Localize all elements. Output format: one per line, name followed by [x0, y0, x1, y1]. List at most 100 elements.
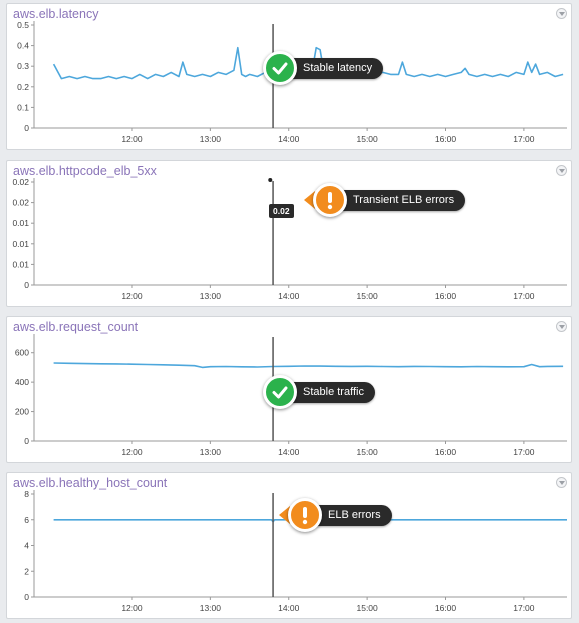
request-count-annotation[interactable]: Stable traffic [263, 375, 375, 409]
elb-5xx-panel: aws.elb.httpcode_elb_5xx 0 0.01 0.01 0.01 0.… [6, 160, 572, 307]
x-tick-label: 13:00 [200, 603, 222, 613]
y-tick-label: 0 [24, 592, 29, 602]
y-tick-label: 0 [24, 123, 29, 133]
x-tick-label: 15:00 [356, 134, 378, 144]
elb-5xx-chart: 0 0.01 0.01 0.01 0.02 0.02 12:00 13:00 14:00 15:0… [12, 177, 567, 301]
x-tick-label: 14:00 [278, 291, 300, 301]
panel-menu-icon[interactable] [556, 8, 567, 19]
x-tick: 13:00 [200, 597, 222, 613]
x-tick: 14:00 [278, 128, 300, 144]
x-tick: 16:00 [435, 597, 457, 613]
y-tick: 0.01 [12, 218, 34, 228]
annotation-label: Transient ELB errors [331, 189, 466, 211]
x-tick-label: 12:00 [121, 134, 143, 144]
x-tick-label: 12:00 [121, 291, 143, 301]
checkmark-icon [263, 375, 297, 409]
y-tick: 0 [24, 436, 34, 446]
x-tick-label: 17:00 [513, 134, 535, 144]
x-tick: 13:00 [200, 441, 222, 457]
y-tick: 0.2 [17, 82, 34, 92]
exclamation-icon [288, 498, 322, 532]
x-tick: 15:00 [356, 441, 378, 457]
x-tick: 12:00 [121, 597, 143, 613]
x-tick: 15:00 [356, 285, 378, 301]
x-tick: 15:00 [356, 128, 378, 144]
panel-title[interactable]: aws.elb.request_count [13, 320, 139, 334]
request-count-panel: aws.elb.request_count 0 200 400 600 12:00 13:… [6, 316, 572, 463]
y-tick-label: 2 [24, 566, 29, 576]
data-point[interactable] [268, 178, 273, 182]
panel-title[interactable]: aws.elb.healthy_host_count [13, 476, 168, 490]
x-tick-label: 15:00 [356, 603, 378, 613]
x-tick-label: 15:00 [356, 291, 378, 301]
panel-title[interactable]: aws.elb.latency [13, 7, 99, 21]
annotation-pointer [304, 191, 315, 209]
y-tick: 600 [15, 348, 34, 358]
exclamation-icon [313, 183, 347, 217]
y-tick: 0.01 [12, 259, 34, 269]
y-tick-label: 0 [24, 280, 29, 290]
annotation-label: Stable latency [281, 57, 384, 79]
panel-title[interactable]: aws.elb.httpcode_elb_5xx [13, 164, 157, 178]
annotation-label: Stable traffic [281, 381, 375, 403]
x-tick: 17:00 [513, 441, 535, 457]
panel-menu-icon[interactable] [556, 477, 567, 488]
y-tick: 0.4 [17, 41, 34, 51]
panel-menu-icon[interactable] [556, 165, 567, 176]
y-tick-label: 0.02 [12, 198, 29, 208]
x-tick: 14:00 [278, 441, 300, 457]
annotation-pointer [279, 506, 290, 524]
y-tick: 0.01 [12, 239, 34, 249]
x-tick: 17:00 [513, 128, 535, 144]
x-tick: 15:00 [356, 597, 378, 613]
healthy-host-chart: 0 2 4 6 8 12:00 13:00 14:00 15:00 16:00 17:00 [24, 489, 567, 613]
x-tick: 16:00 [435, 441, 457, 457]
x-tick-label: 14:00 [278, 447, 300, 457]
x-tick-label: 13:00 [200, 447, 222, 457]
y-tick: 0.3 [17, 61, 34, 71]
x-tick-label: 14:00 [278, 134, 300, 144]
y-tick-label: 4 [24, 541, 29, 551]
elb-5xx-annotation[interactable]: Transient ELB errors [304, 183, 466, 217]
x-tick-label: 12:00 [121, 603, 143, 613]
y-tick: 8 [24, 489, 34, 499]
healthy-host-panel: aws.elb.healthy_host_count 0 2 4 6 8 12:00 13:… [6, 472, 572, 619]
healthy-host-annotation[interactable]: ELB errors [279, 498, 392, 532]
y-tick-label: 0.2 [17, 82, 29, 92]
y-tick-label: 0.02 [12, 177, 29, 187]
x-tick-label: 16:00 [435, 447, 457, 457]
annotation-label: ELB errors [306, 504, 392, 526]
x-tick: 17:00 [513, 597, 535, 613]
y-tick: 0 [24, 592, 34, 602]
y-tick: 0 [24, 123, 34, 133]
x-tick-label: 17:00 [513, 447, 535, 457]
y-tick: 400 [15, 377, 34, 387]
checkmark-icon [263, 51, 297, 85]
x-tick: 12:00 [121, 285, 143, 301]
y-tick-label: 0.3 [17, 61, 29, 71]
latency-chart: 0 0.1 0.2 0.3 0.4 0.5 12:00 13:00 14:00 15:00 16:0… [17, 20, 567, 144]
x-tick-label: 16:00 [435, 291, 457, 301]
y-tick-label: 0.4 [17, 41, 29, 51]
x-tick-label: 17:00 [513, 291, 535, 301]
y-tick-label: 600 [15, 348, 29, 358]
panel-menu-icon[interactable] [556, 321, 567, 332]
y-tick: 0.1 [17, 102, 34, 112]
x-tick: 16:00 [435, 128, 456, 144]
y-tick-label: 0.1 [17, 102, 29, 112]
x-tick-label: 16:00 [435, 603, 457, 613]
x-tick: 12:00 [121, 441, 143, 457]
latency-annotation[interactable]: Stable latency [263, 51, 384, 85]
y-tick-label: 400 [15, 377, 29, 387]
x-tick: 13:00 [200, 285, 222, 301]
y-tick-label: 0 [24, 436, 29, 446]
x-tick: 17:00 [513, 285, 535, 301]
y-tick-label: 0.5 [17, 20, 29, 30]
x-tick-label: 15:00 [356, 447, 378, 457]
y-tick-label: 0.01 [12, 218, 29, 228]
y-tick: 2 [24, 566, 34, 576]
x-tick: 16:00 [435, 285, 457, 301]
x-tick-label: 13:00 [200, 291, 222, 301]
series-line [52, 46, 564, 80]
x-tick: 14:00 [278, 285, 300, 301]
